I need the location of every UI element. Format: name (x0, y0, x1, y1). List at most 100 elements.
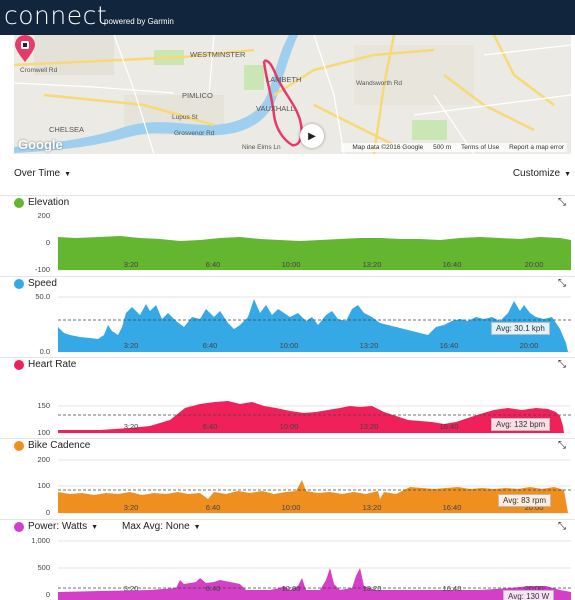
cadence-legend-dot (14, 440, 24, 451)
brand-logo[interactable]: connect (4, 1, 108, 30)
map-data-credit: Map data ©2016 Google (352, 144, 424, 151)
map-scale: 500 m (433, 144, 452, 151)
x-tick-label: 6:40 (206, 260, 221, 269)
x-tick-label: 13:20 (360, 341, 379, 350)
map-graphics: WESTMINSTER LAMBETH PIMLICO VAUXHALL CHE… (14, 35, 571, 154)
chevron-down-icon: ▼ (91, 524, 99, 531)
chevron-down-icon: ▼ (64, 171, 72, 178)
x-tick-label: 16:40 (440, 422, 459, 431)
expand-icon[interactable]: ⤡ (558, 278, 566, 289)
heart-rate-avg-badge: Avg: 132 bpm (491, 418, 551, 431)
map-terms-link[interactable]: Terms of Use (460, 144, 500, 151)
x-tick-label: 3:20 (124, 584, 139, 593)
map-label-chelsea: CHELSEA (49, 125, 84, 134)
speed-area (58, 299, 568, 352)
map-label-cromwell: Cromwell Rd (20, 67, 58, 74)
speed-tick-label: 0.0 (40, 347, 50, 356)
map-label-pimlico: PIMLICO (182, 91, 213, 100)
elevation-legend-dot (14, 197, 24, 208)
customize-dropdown[interactable]: Customize ▼ (513, 168, 571, 179)
elevation-tick-label: 0 (46, 238, 50, 247)
max-avg-dropdown[interactable]: Max Avg: None ▼ (122, 521, 201, 532)
power-tick-label: 0 (46, 590, 50, 599)
map-label-lambeth: LAMBETH (266, 75, 301, 84)
map-label-nine-elms: Nine Elms Ln (242, 144, 281, 151)
cadence-title: Bike Cadence (14, 440, 90, 451)
x-tick-label: 10:00 (280, 341, 299, 350)
speed-avg-badge: Avg: 30.1 kph (491, 322, 550, 335)
cadence-tick-label: 100 (37, 481, 50, 490)
elevation-tick-label: 200 (37, 211, 50, 220)
power-legend-dot (14, 521, 24, 532)
chart-toolbar: Over Time ▼ Customize ▼ (14, 168, 571, 184)
x-tick-label: 6:40 (203, 341, 218, 350)
heart-rate-legend-dot (14, 359, 24, 370)
top-bar: connect powered by Garmin (0, 0, 575, 35)
heart-rate-plot: 150 100 3:20 6:40 10:00 13:20 16:40 20:0… (37, 401, 571, 437)
cadence-tick-label: 200 (37, 455, 50, 464)
speed-tick-label: 50.0 (35, 292, 50, 301)
x-tick-label: 20:00 (520, 341, 539, 350)
heart-rate-area (58, 401, 564, 433)
x-tick-label: 20:00 (525, 503, 544, 512)
play-icon: ▶ (308, 130, 316, 142)
x-tick-label: 3:20 (124, 422, 139, 431)
cadence-title-label: Bike Cadence (28, 440, 91, 451)
x-tick-label: 10:00 (282, 584, 301, 593)
heart-rate-title: Heart Rate (14, 359, 76, 370)
x-tick-label: 16:40 (443, 503, 462, 512)
heart-rate-tick-label: 100 (37, 428, 50, 437)
start-pin-icon[interactable] (14, 35, 36, 63)
x-tick-label: 16:40 (440, 341, 459, 350)
x-tick-label: 10:00 (282, 503, 301, 512)
x-tick-label: 13:20 (360, 422, 379, 431)
heart-rate-tick-label: 150 (37, 401, 50, 410)
cadence-area (58, 480, 568, 513)
elevation-title: Elevation (14, 197, 69, 208)
expand-icon[interactable]: ⤡ (558, 521, 566, 532)
x-tick-label: 3:20 (124, 260, 139, 269)
cadence-plot: 200 100 0 3:20 6:40 10:00 13:20 16:40 20… (37, 455, 571, 517)
power-title: Power: Watts ▼ Max Avg: None ▼ (14, 521, 201, 532)
max-avg-label: Max Avg: None (122, 521, 190, 532)
cadence-tick-label: 0 (46, 508, 50, 517)
over-time-label: Over Time (14, 168, 61, 179)
power-title-label: Power: Watts (28, 521, 88, 532)
customize-label: Customize (512, 168, 561, 179)
x-tick-label: 16:40 (443, 260, 462, 269)
x-tick-label: 3:20 (124, 503, 139, 512)
map-label-wandsworth: Wandsworth Rd (356, 80, 402, 87)
cadence-chart: 200 100 0 3:20 6:40 10:00 13:20 16:40 20… (0, 438, 575, 519)
elevation-tick-label: -100 (35, 265, 50, 274)
map-label-westminster: WESTMINSTER (190, 50, 246, 59)
power-metric-dropdown[interactable]: Power: Watts ▼ (28, 521, 98, 532)
brand-tagline: powered by Garmin (104, 17, 174, 26)
elevation-title-label: Elevation (28, 197, 70, 208)
x-tick-label: 6:40 (206, 503, 221, 512)
play-route-button[interactable]: ▶ (300, 124, 324, 148)
x-tick-label: 10:00 (282, 260, 301, 269)
x-tick-label: 3:20 (124, 341, 139, 350)
power-tick-label: 500 (37, 563, 50, 572)
chevron-down-icon: ▼ (564, 171, 571, 178)
elevation-plot: 200 0 -100 3:20 6:40 10:00 13:20 16:40 2… (35, 211, 571, 274)
x-tick-label: 6:40 (203, 422, 218, 431)
over-time-dropdown[interactable]: Over Time ▼ (14, 168, 71, 179)
expand-icon[interactable]: ⤡ (558, 197, 566, 208)
x-tick-label: 13:20 (363, 584, 382, 593)
expand-icon[interactable]: ⤡ (558, 359, 566, 370)
expand-icon[interactable]: ⤡ (558, 440, 566, 451)
power-tick-label: 1,000 (31, 536, 50, 545)
cadence-avg-badge: Avg: 83 rpm (498, 494, 551, 507)
power-avg-badge: Avg: 130 W (503, 590, 555, 600)
x-tick-label: 13:20 (363, 503, 382, 512)
x-tick-label: 20:00 (525, 260, 544, 269)
route-map[interactable]: WESTMINSTER LAMBETH PIMLICO VAUXHALL CHE… (14, 35, 571, 154)
speed-title: Speed (14, 278, 57, 289)
chevron-down-icon: ▼ (193, 524, 201, 531)
map-label-grosvenor: Grosvenor Rd (174, 130, 215, 137)
map-report-link[interactable]: Report a map error (509, 144, 564, 151)
speed-plot: 50.0 0.0 3:20 6:40 10:00 13:20 16:40 20:… (35, 292, 571, 356)
heart-rate-chart: 150 100 3:20 6:40 10:00 13:20 16:40 20:0… (0, 357, 575, 438)
elevation-area (58, 236, 571, 270)
